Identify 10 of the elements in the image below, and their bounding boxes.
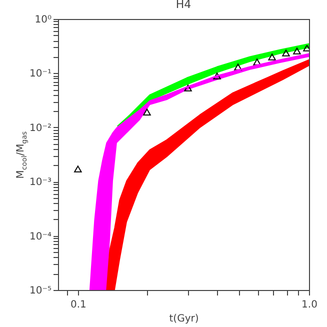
x-axis-title: t(Gyr) xyxy=(169,314,199,324)
y-tick-label: 10⁻² xyxy=(29,122,52,134)
y-tick-label: 10⁻⁴ xyxy=(29,231,52,242)
x-tick-label: 0.1 xyxy=(70,300,86,310)
y-tick-label: 10⁰ xyxy=(34,14,52,26)
y-tick-label: 10⁻³ xyxy=(29,177,52,188)
chart-title: H4 xyxy=(176,0,192,11)
x-tick-label: 1.0 xyxy=(302,300,318,310)
y-tick-label: 10⁻⁵ xyxy=(29,286,52,296)
y-tick-label: 10⁻¹ xyxy=(29,68,52,80)
